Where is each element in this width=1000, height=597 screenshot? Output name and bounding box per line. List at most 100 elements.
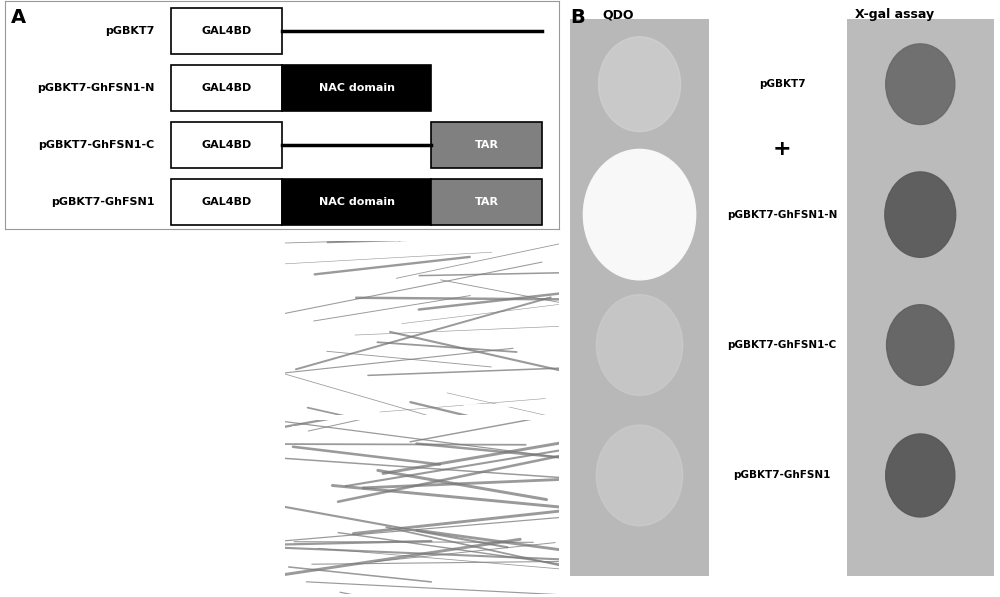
Bar <box>847 19 994 576</box>
Text: TAR: TAR <box>475 197 499 207</box>
Circle shape <box>513 304 522 310</box>
Circle shape <box>188 270 205 281</box>
Circle shape <box>42 360 50 365</box>
Ellipse shape <box>321 445 332 456</box>
Circle shape <box>39 359 53 367</box>
Circle shape <box>94 275 107 284</box>
Circle shape <box>241 334 250 340</box>
Text: TAR: TAR <box>475 140 499 150</box>
Circle shape <box>235 526 257 540</box>
Circle shape <box>27 334 37 340</box>
Circle shape <box>78 326 85 330</box>
Circle shape <box>399 360 418 373</box>
Circle shape <box>472 374 482 380</box>
Ellipse shape <box>450 493 460 503</box>
Text: QDO: QDO <box>603 8 634 21</box>
Ellipse shape <box>446 489 464 507</box>
Circle shape <box>391 256 425 278</box>
Circle shape <box>61 473 86 488</box>
Ellipse shape <box>312 497 324 510</box>
Circle shape <box>149 466 179 485</box>
Bar <box>171 65 282 110</box>
Ellipse shape <box>440 436 458 455</box>
Circle shape <box>112 453 128 463</box>
Circle shape <box>166 291 183 302</box>
Circle shape <box>464 369 489 384</box>
Ellipse shape <box>443 439 455 452</box>
Ellipse shape <box>318 443 334 459</box>
Circle shape <box>178 360 187 365</box>
Ellipse shape <box>375 504 387 516</box>
Circle shape <box>415 306 440 322</box>
Circle shape <box>200 283 220 296</box>
Circle shape <box>26 264 50 280</box>
Text: NAC domain: NAC domain <box>319 83 395 93</box>
Circle shape <box>56 387 63 391</box>
Circle shape <box>243 384 259 394</box>
Circle shape <box>33 269 43 275</box>
Circle shape <box>518 344 534 354</box>
Circle shape <box>122 303 134 310</box>
Circle shape <box>206 378 214 383</box>
Bar <box>282 179 431 224</box>
Circle shape <box>423 311 432 317</box>
Circle shape <box>138 352 146 356</box>
Circle shape <box>233 478 258 494</box>
Bar <box>171 179 282 224</box>
Circle shape <box>103 482 137 504</box>
Circle shape <box>334 368 345 375</box>
Ellipse shape <box>382 450 397 466</box>
Circle shape <box>238 332 253 341</box>
Circle shape <box>154 436 184 456</box>
Circle shape <box>190 456 231 482</box>
Circle shape <box>68 432 95 449</box>
Circle shape <box>303 336 322 348</box>
Ellipse shape <box>444 441 454 451</box>
Circle shape <box>354 274 370 284</box>
Circle shape <box>109 335 131 349</box>
Ellipse shape <box>598 37 681 131</box>
Circle shape <box>238 481 254 491</box>
Text: D: D <box>291 246 301 259</box>
Circle shape <box>326 363 354 380</box>
Ellipse shape <box>415 544 429 557</box>
Circle shape <box>93 506 108 515</box>
Circle shape <box>111 382 117 386</box>
Ellipse shape <box>412 540 432 561</box>
Circle shape <box>150 263 161 270</box>
Circle shape <box>496 279 512 290</box>
Circle shape <box>146 522 165 534</box>
Circle shape <box>119 301 137 313</box>
Text: GAL4BD: GAL4BD <box>201 140 252 150</box>
Text: pGBKT7: pGBKT7 <box>759 79 805 89</box>
Circle shape <box>140 518 170 537</box>
Circle shape <box>19 481 35 491</box>
Circle shape <box>62 260 68 264</box>
Circle shape <box>163 390 176 398</box>
Circle shape <box>51 383 69 395</box>
Circle shape <box>22 483 32 489</box>
Ellipse shape <box>504 463 515 474</box>
Circle shape <box>246 386 256 392</box>
Bar <box>171 8 282 54</box>
Circle shape <box>97 276 105 282</box>
Circle shape <box>169 293 180 300</box>
Circle shape <box>446 270 464 281</box>
Circle shape <box>39 543 80 569</box>
Text: pGBKT7-GhFSN1: pGBKT7-GhFSN1 <box>733 470 831 481</box>
Circle shape <box>229 522 263 544</box>
Circle shape <box>366 292 396 312</box>
Circle shape <box>466 293 477 300</box>
Circle shape <box>320 306 333 315</box>
Ellipse shape <box>505 464 514 473</box>
Text: GAL4BD: GAL4BD <box>201 83 252 93</box>
Ellipse shape <box>886 434 955 517</box>
Circle shape <box>248 387 254 391</box>
Circle shape <box>441 267 468 284</box>
Text: pGBKT7: pGBKT7 <box>105 26 155 36</box>
Circle shape <box>362 328 372 334</box>
Circle shape <box>191 272 202 279</box>
Circle shape <box>220 347 227 351</box>
Circle shape <box>142 258 169 276</box>
Ellipse shape <box>417 544 427 556</box>
